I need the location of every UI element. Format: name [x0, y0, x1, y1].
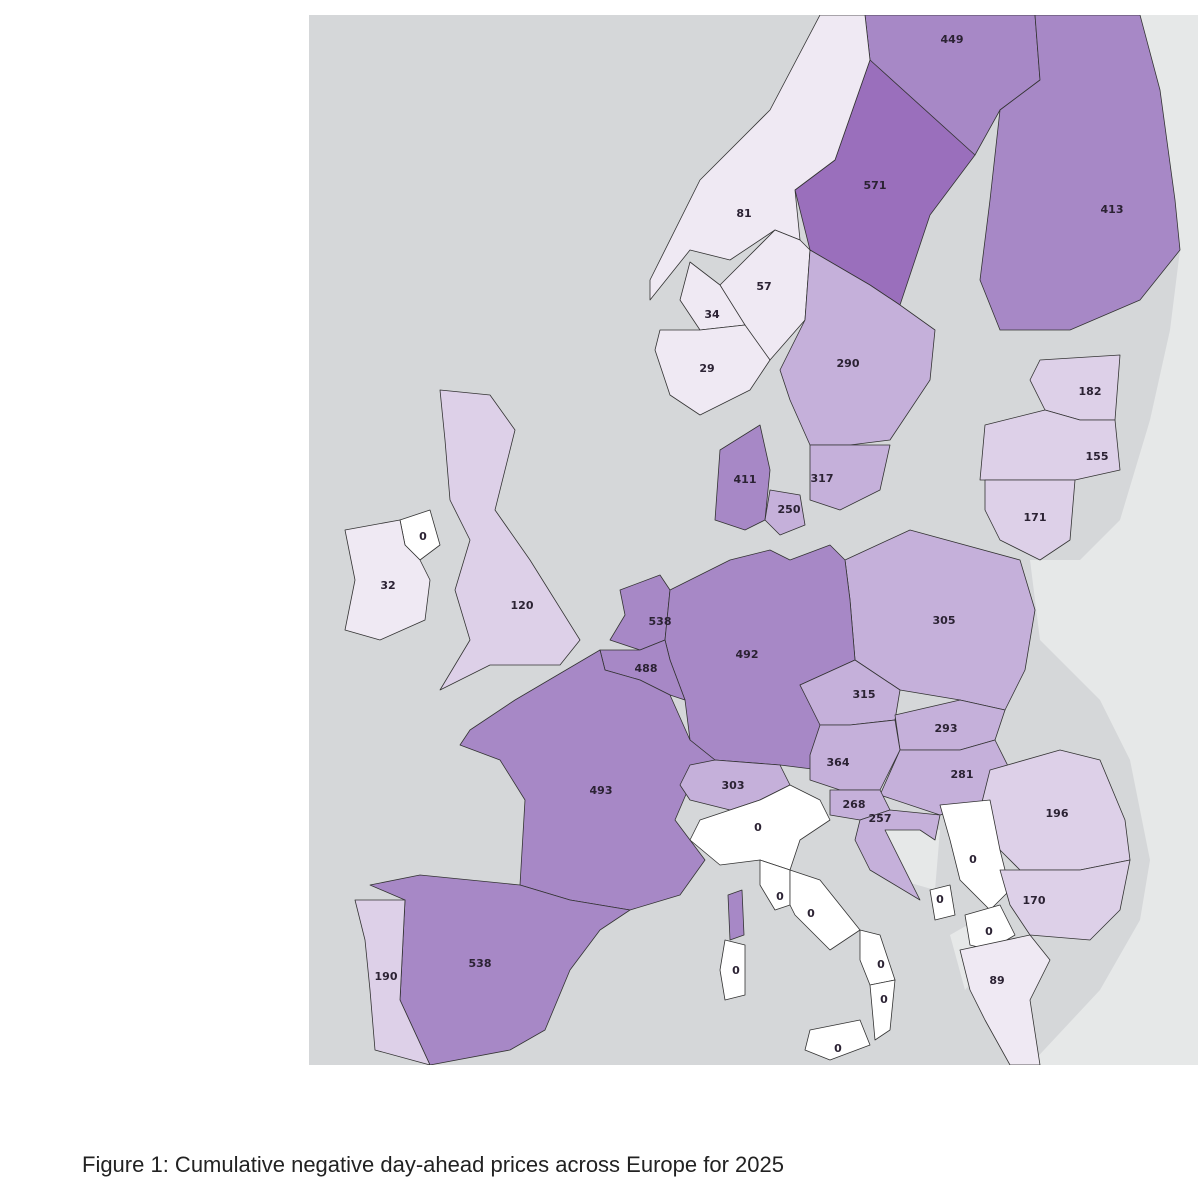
zone-value-label: 29: [699, 362, 714, 375]
zone-value-label: 171: [1024, 511, 1047, 524]
zone-value-label: 0: [754, 821, 762, 834]
zone-value-label: 0: [834, 1042, 842, 1055]
bidding-zone: [759, 859, 791, 911]
zone-value-label: 303: [722, 779, 745, 792]
zone-value-label: 488: [635, 662, 658, 675]
bidding-zone: [764, 489, 806, 536]
bidding-zone: [654, 324, 771, 416]
zone-value-label: 155: [1086, 450, 1109, 463]
bidding-zone: [869, 979, 896, 1041]
zone-value-label: 268: [843, 798, 866, 811]
bidding-zone: [984, 479, 1076, 561]
zone-value-label: 0: [936, 893, 944, 906]
bidding-zone: [689, 784, 831, 871]
zone-value-label: 449: [941, 33, 964, 46]
zone-value-label: 196: [1046, 807, 1069, 820]
zone-value-label: 257: [869, 812, 892, 825]
zone-value-label: 0: [807, 907, 815, 920]
zone-value-label: 120: [511, 599, 534, 612]
zone-value-label: 250: [778, 503, 801, 516]
bidding-zone: [779, 249, 936, 446]
zone-value-label: 32: [380, 579, 395, 592]
zone-value-labels: 449 571 413 81 57 34 29 290 182 155 411 317 250 171 0 3…: [375, 33, 1124, 1055]
zone-value-label: 493: [590, 784, 613, 797]
bidding-zone: [959, 934, 1051, 1065]
zone-value-label: 81: [736, 207, 751, 220]
land-shape: [1030, 15, 1198, 1065]
figure-caption: Figure 1: Cumulative negative day-ahead …: [82, 1152, 784, 1177]
zone-value-label: 170: [1023, 894, 1046, 907]
zone-value-label: 57: [756, 280, 771, 293]
zone-value-label: 0: [880, 993, 888, 1006]
bidding-zone: [344, 519, 431, 641]
bidding-zone: [809, 444, 891, 511]
bidding-zone: [999, 859, 1131, 941]
bidding-zones: [344, 15, 1181, 1065]
zone-value-label: 0: [985, 925, 993, 938]
zone-value-label: 315: [853, 688, 876, 701]
zone-value-label: 413: [1101, 203, 1124, 216]
bidding-zone: [719, 939, 746, 1001]
zone-value-label: 293: [935, 722, 958, 735]
zone-value-label: 190: [375, 970, 398, 983]
zone-value-label: 281: [951, 768, 974, 781]
bidding-zone: [979, 15, 1181, 331]
zone-value-label: 571: [864, 179, 887, 192]
bidding-zone: [854, 809, 941, 901]
bidding-zone: [649, 15, 871, 301]
zone-value-label: 364: [827, 756, 850, 769]
zone-value-label: 290: [837, 357, 860, 370]
zone-value-label: 89: [989, 974, 1004, 987]
bidding-zone: [929, 884, 956, 921]
zone-value-label: 492: [736, 648, 759, 661]
zone-value-label: 0: [776, 890, 784, 903]
bidding-zone: [804, 1019, 871, 1061]
zone-value-label: 0: [732, 964, 740, 977]
bidding-zone: [459, 649, 716, 911]
zone-value-label: 538: [469, 957, 492, 970]
zone-value-label: 305: [933, 614, 956, 627]
bidding-zone: [939, 799, 1011, 911]
europe-map: 449 571 413 81 57 34 29 290 182 155 411 317 250 171 0 3…: [309, 15, 1198, 1065]
bidding-zone: [439, 389, 581, 691]
zone-value-label: 317: [811, 472, 834, 485]
zone-value-label: 0: [969, 853, 977, 866]
zone-value-label: 0: [419, 530, 427, 543]
zone-value-label: 411: [734, 473, 757, 486]
zone-value-label: 182: [1079, 385, 1102, 398]
bidding-zone: [727, 889, 745, 941]
bidding-zone: [789, 869, 861, 951]
zone-value-label: 34: [704, 308, 720, 321]
bidding-zone: [354, 899, 431, 1065]
zone-value-label: 538: [649, 615, 672, 628]
zone-value-label: 0: [877, 958, 885, 971]
